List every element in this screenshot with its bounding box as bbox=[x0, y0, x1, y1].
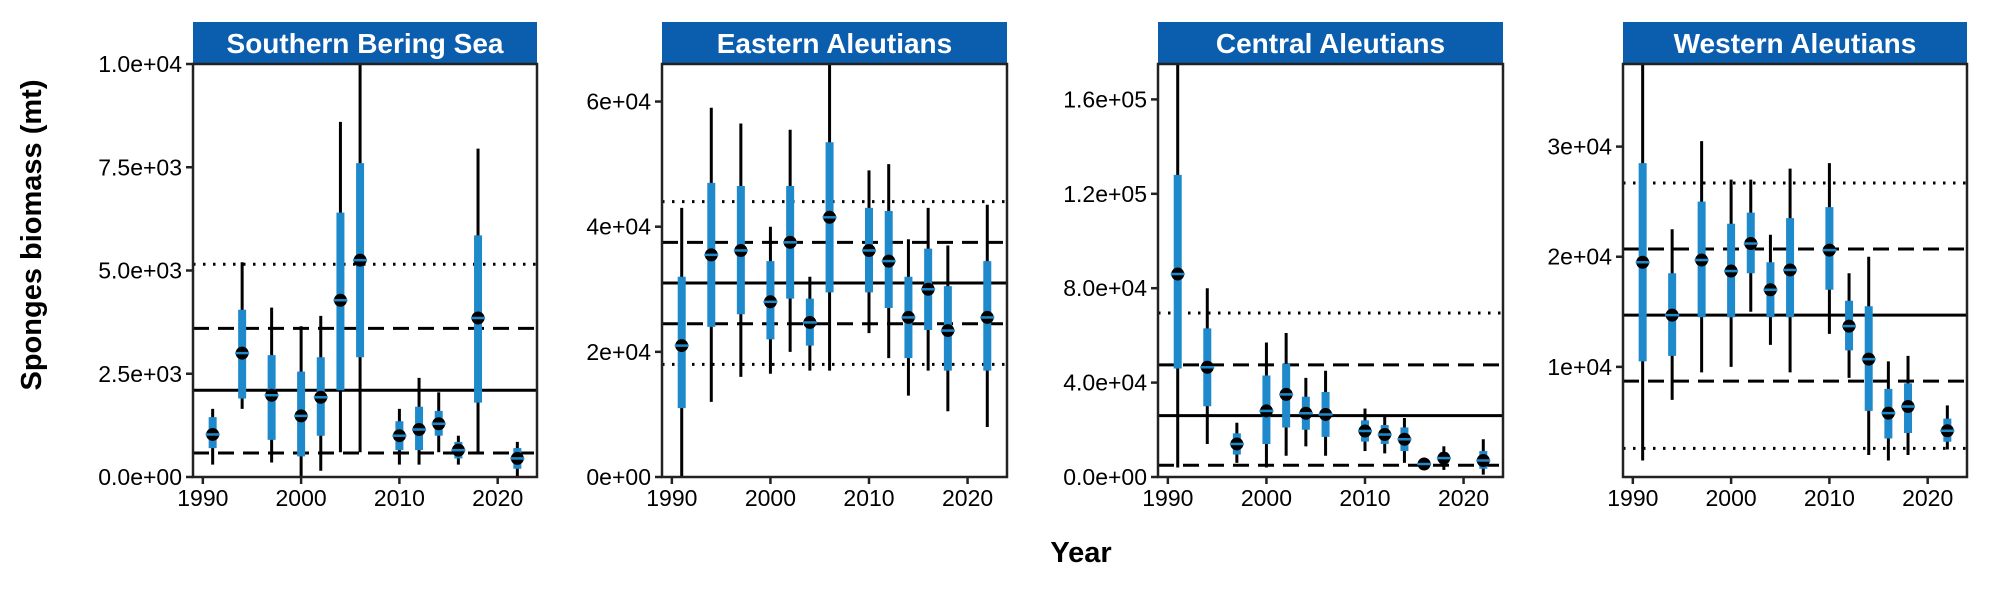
y-tick-label: 4.0e+04 bbox=[1063, 370, 1147, 396]
x-tick-label: 2020 bbox=[942, 485, 993, 511]
panel-border bbox=[1156, 62, 1505, 479]
x-tick-label: 2020 bbox=[472, 485, 523, 511]
y-axis-title: Sponges biomass (mt) bbox=[16, 80, 48, 391]
x-tick-label: 2010 bbox=[1339, 485, 1390, 511]
x-tick-label: 2010 bbox=[374, 485, 425, 511]
x-axis-title: Year bbox=[1050, 537, 1111, 569]
y-tick-label: 2.5e+03 bbox=[98, 361, 182, 387]
facet-panel: Central Aleutians 1990 2000 2010 2020 0.0e+00… bbox=[1063, 22, 1505, 511]
y-tick-label: 1.0e+04 bbox=[98, 51, 182, 77]
y-tick-label: 1.6e+05 bbox=[1063, 86, 1147, 112]
x-tick-label: 2000 bbox=[276, 485, 327, 511]
y-tick-label: 0.0e+00 bbox=[1063, 464, 1147, 490]
y-tick-label: 0.0e+00 bbox=[98, 464, 182, 490]
y-tick-label: 5.0e+03 bbox=[98, 258, 182, 284]
y-tick-label: 1.2e+05 bbox=[1063, 181, 1147, 207]
x-tick-label: 1990 bbox=[177, 485, 228, 511]
y-tick-label: 8.0e+04 bbox=[1063, 275, 1147, 301]
y-tick-label: 3e+04 bbox=[1547, 134, 1612, 160]
y-tick-label: 2e+04 bbox=[1547, 244, 1612, 270]
panel-border bbox=[660, 62, 1009, 479]
x-tick-label: 1990 bbox=[646, 485, 697, 511]
x-tick-label: 1990 bbox=[1607, 485, 1658, 511]
y-tick-label: 7.5e+03 bbox=[98, 154, 182, 180]
y-tick-label: 6e+04 bbox=[586, 89, 651, 115]
facet-panel: Eastern Aleutians 1990 2000 2010 2020 0e+00 2e… bbox=[586, 22, 1009, 511]
x-tick-label: 2020 bbox=[1438, 485, 1489, 511]
panel-border bbox=[191, 62, 539, 479]
x-tick-label: 2010 bbox=[1804, 485, 1855, 511]
strip-header bbox=[1623, 22, 1967, 64]
x-tick-label: 1990 bbox=[1142, 485, 1193, 511]
strip-header bbox=[1158, 22, 1503, 64]
x-tick-label: 2020 bbox=[1902, 485, 1953, 511]
panel-title: Central Aleutians bbox=[1216, 28, 1445, 59]
facet-panel: Western Aleutians 1990 2000 2010 2020 1e+04 2e… bbox=[1547, 22, 1969, 511]
x-tick-label: 2000 bbox=[1241, 485, 1292, 511]
x-tick-label: 2000 bbox=[745, 485, 796, 511]
y-tick-label: 4e+04 bbox=[586, 214, 651, 240]
strip-header bbox=[193, 22, 537, 64]
panel-title: Western Aleutians bbox=[1674, 28, 1917, 59]
y-tick-label: 2e+04 bbox=[586, 339, 651, 365]
y-tick-label: 0e+00 bbox=[586, 464, 651, 490]
y-tick-label: 1e+04 bbox=[1547, 354, 1612, 380]
facet-panel: Southern Bering Sea 1990 2000 2010 2020 0.0e+… bbox=[98, 22, 539, 511]
x-tick-label: 2010 bbox=[843, 485, 894, 511]
strip-header bbox=[662, 22, 1007, 64]
panel-title: Eastern Aleutians bbox=[717, 28, 952, 59]
panel-border bbox=[1621, 62, 1969, 479]
panel-title: Southern Bering Sea bbox=[227, 28, 504, 59]
x-tick-label: 2000 bbox=[1706, 485, 1757, 511]
